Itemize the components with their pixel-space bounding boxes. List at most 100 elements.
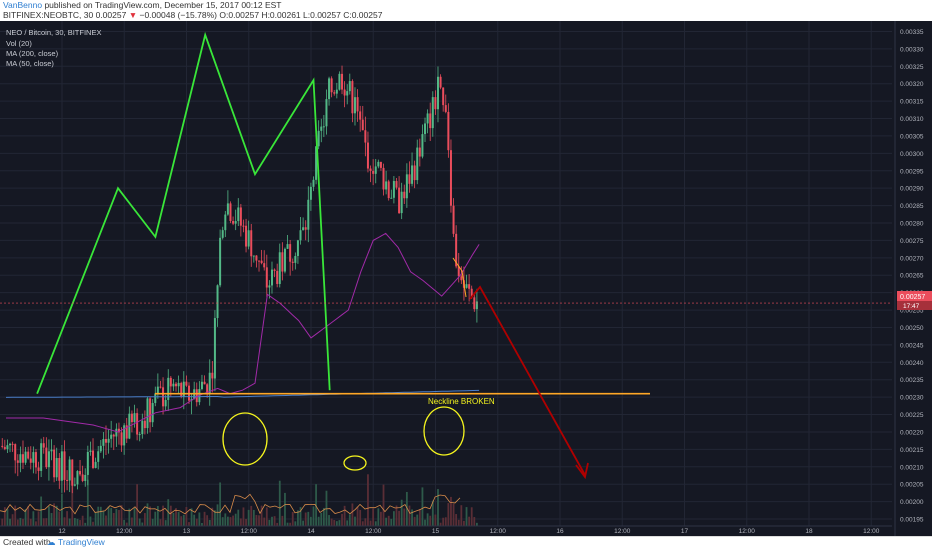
candle-body — [115, 428, 118, 437]
candle-body — [341, 73, 344, 90]
volume-bar — [273, 516, 276, 526]
candle-body — [211, 372, 214, 379]
volume-bar — [455, 514, 458, 526]
candle-body — [416, 147, 419, 181]
volume-bar — [97, 506, 100, 526]
candle-body — [330, 78, 333, 93]
candle-body — [143, 420, 146, 429]
retest-line — [452, 257, 467, 298]
volume-bar — [221, 517, 224, 526]
volume-bar — [151, 518, 154, 526]
volume-bar — [468, 516, 471, 526]
candle-body — [21, 454, 24, 463]
volume-bar — [317, 516, 320, 526]
candle-body — [229, 203, 232, 222]
chart-area[interactable]: 0.00335 0.00330 0.00325 0.00320 0.00315 0.003… — [0, 21, 932, 536]
volume-bar — [426, 513, 429, 526]
candle-body — [133, 413, 136, 423]
volume-bar — [359, 509, 362, 526]
volume-bar — [361, 521, 364, 526]
volume-bar — [169, 505, 172, 526]
volume-bar — [431, 500, 434, 526]
volume-bar — [203, 511, 206, 526]
candle-body — [40, 443, 43, 471]
candle-body — [68, 459, 71, 481]
y-tick-label: 0.00220 — [900, 429, 924, 436]
author-link[interactable]: VanBenno — [3, 0, 43, 10]
candle-body — [338, 73, 341, 90]
volume-bar — [234, 513, 237, 526]
candle-body — [195, 389, 198, 403]
volume-bar — [182, 514, 185, 526]
volume-bar — [245, 518, 247, 526]
candle-body — [81, 474, 84, 481]
volume-bar — [341, 513, 343, 526]
volume-bar — [84, 522, 87, 526]
candle-body — [286, 244, 289, 249]
candle-body — [460, 276, 463, 281]
candle-body — [19, 454, 22, 463]
candle-body — [436, 76, 439, 110]
candle-body — [273, 269, 276, 271]
candle-body — [55, 458, 58, 478]
volume-bar — [123, 519, 126, 526]
volume-bar — [92, 521, 94, 526]
candle-body — [343, 89, 346, 96]
volume-bar — [312, 506, 315, 526]
ohlc-values: O:0.00257 H:0.00261 L:0.00257 C:0.00257 — [219, 10, 383, 20]
volume-bar — [180, 516, 183, 526]
candle-body — [245, 225, 248, 247]
volume-bar — [112, 513, 115, 526]
volume-bar — [271, 516, 273, 526]
legend-vol: Vol (20) — [6, 39, 32, 48]
volume-bar — [58, 511, 61, 526]
volume-bar — [105, 515, 107, 526]
candle-body — [374, 166, 377, 174]
candle-body — [465, 284, 468, 288]
candle-body — [71, 459, 74, 486]
arrow-head-icon — [575, 462, 589, 480]
volume-bar — [367, 474, 369, 526]
volume-bar — [390, 518, 393, 526]
candle-body — [16, 460, 19, 463]
publish-info: VanBenno published on TradingView.com, D… — [3, 0, 282, 10]
x-tick-label: 15 — [432, 528, 440, 535]
candle-body — [333, 92, 336, 94]
y-tick-label: 0.00290 — [900, 186, 924, 193]
candle-body — [328, 78, 331, 100]
y-tick-label: 0.00315 — [900, 99, 924, 106]
volume-bar — [22, 518, 24, 526]
candle-body — [455, 233, 458, 267]
candle-body — [239, 207, 242, 226]
candle-body — [276, 270, 279, 284]
volume-bar — [216, 504, 219, 526]
candle-body — [146, 398, 149, 429]
candle-body — [27, 451, 30, 459]
ma50-line — [6, 232, 480, 433]
y-tick-label: 0.00250 — [900, 325, 924, 332]
tradingview-brand-link[interactable]: TradingView — [58, 537, 105, 547]
volume-bar — [470, 507, 473, 526]
candle-body — [151, 402, 154, 423]
volume-bar — [19, 517, 22, 526]
y-tick-label: 0.00205 — [900, 482, 924, 489]
volume-bar — [128, 508, 131, 526]
candle-body — [76, 471, 79, 485]
volume-bar — [385, 517, 388, 526]
candle-body — [120, 432, 123, 446]
volume-bar — [434, 514, 437, 526]
price-chart[interactable]: 0.00335 0.00330 0.00325 0.00320 0.00315 0.003… — [0, 21, 932, 536]
candle-body — [252, 255, 255, 257]
volume-bar — [330, 518, 333, 526]
candle-body — [14, 444, 17, 461]
candle-body — [434, 97, 437, 110]
volume-bar — [382, 484, 385, 526]
price-change: −0.00048 (−15.78%) — [139, 10, 217, 20]
candle-body — [47, 451, 50, 468]
volume-bar — [81, 515, 84, 526]
y-tick-label: 0.00210 — [900, 464, 924, 471]
volume-circle-1 — [222, 412, 268, 466]
candle-body — [45, 447, 48, 468]
candle-body — [84, 474, 87, 481]
volume-bar — [346, 520, 349, 526]
